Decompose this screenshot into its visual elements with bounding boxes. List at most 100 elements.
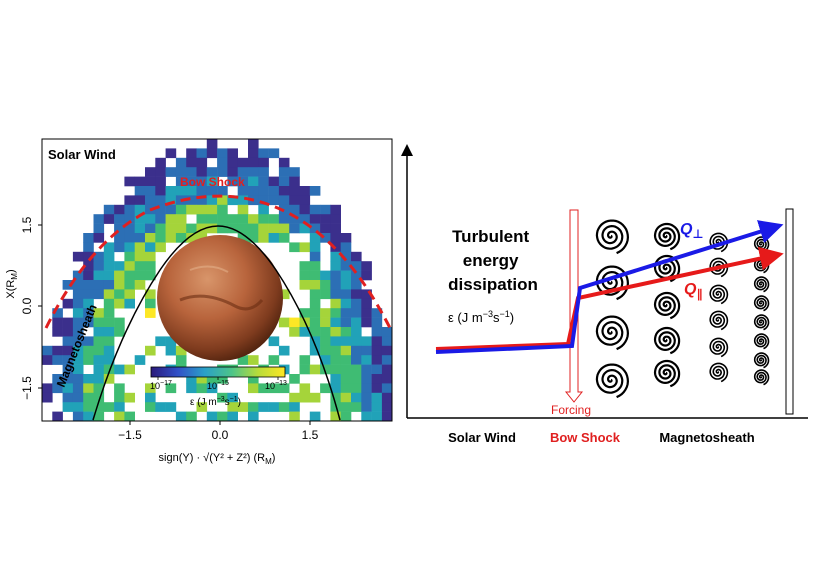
heatmap-cell [248, 186, 259, 196]
heatmap-cell [134, 280, 146, 290]
heatmap-cell [93, 251, 105, 262]
heatmap-cell [196, 374, 208, 384]
heatmap-cell [330, 411, 341, 422]
heatmap-cell [248, 383, 259, 394]
heatmap-cell [227, 148, 238, 159]
heatmap-cell [83, 336, 94, 347]
heatmap-cell [381, 336, 393, 347]
heatmap-cell [340, 364, 352, 375]
heatmap-cell [42, 383, 53, 394]
heatmap-cell [165, 186, 177, 196]
mars-surface-feature [189, 265, 229, 273]
heatmap-cell [371, 402, 383, 412]
heatmap-cell [330, 308, 341, 318]
heatmap-cell [309, 327, 321, 337]
heatmap-cell [83, 345, 94, 356]
heatmap-cell [42, 355, 53, 365]
heatmap-cell [72, 270, 84, 281]
heatmap-cell [217, 186, 228, 196]
heatmap-cell [134, 270, 146, 281]
heatmap-cell [145, 392, 156, 403]
heatmap-cell [196, 402, 208, 412]
heatmap-cell [145, 298, 156, 309]
heatmap-cell [351, 261, 362, 271]
heatmap-cell [351, 402, 362, 412]
heatmap-cell [196, 167, 208, 177]
heatmap-cell [165, 204, 177, 215]
heatmap-cell [83, 392, 94, 403]
heatmap-cell [299, 270, 311, 281]
heatmap-cell [361, 345, 372, 356]
heatmap-cell [330, 251, 341, 262]
heatmap-cell [93, 383, 105, 394]
heatmap-cell [206, 176, 218, 187]
heatmap-cell [299, 355, 311, 365]
heatmap-cell [248, 411, 259, 422]
heatmap-cell [278, 233, 290, 243]
heatmap-cell [103, 242, 115, 253]
heatmap-cell [72, 251, 84, 262]
x-axis-tick-marks [129, 421, 311, 425]
heatmap-cell [165, 336, 177, 347]
heatmap-cell [320, 233, 331, 243]
heatmap-cell [206, 411, 218, 422]
heatmap-cell [340, 261, 352, 271]
colorbar [150, 366, 286, 378]
heatmap-cell [320, 327, 331, 337]
heatmap-cell [227, 167, 238, 177]
heatmap-cell [361, 355, 372, 365]
heatmap-cell [268, 195, 280, 206]
heatmap-cell [361, 289, 372, 300]
heatmap-cell [237, 167, 249, 177]
heatmap-cell [227, 214, 238, 224]
heatmap-cell [351, 383, 362, 394]
heatmap-cell [217, 167, 228, 177]
heatmap-cell [237, 186, 249, 196]
eddy-spiral-icon [595, 315, 630, 351]
heatmap-cell [340, 411, 352, 422]
turbulent-eddies [595, 219, 770, 399]
heatmap-cell [165, 345, 177, 356]
heatmap-cell [217, 223, 228, 234]
heatmap-cell [155, 402, 166, 412]
heatmap-cell [258, 233, 269, 243]
heatmap-cell [340, 345, 352, 356]
heatmap-cell [330, 280, 341, 290]
heatmap-cell [145, 186, 156, 196]
heatmap-cell [330, 392, 341, 403]
heatmap-cell [196, 383, 208, 394]
heatmap-cell [124, 242, 135, 253]
heatmap-cell [248, 355, 259, 365]
heatmap-cell [42, 345, 53, 356]
heatmap-cell [72, 280, 84, 290]
heatmap-cell [83, 270, 94, 281]
heatmap-cell [186, 411, 197, 422]
heatmap-cell [299, 364, 311, 375]
heatmap-cell [175, 204, 187, 215]
heatmap-cell [103, 261, 115, 271]
heatmap-cell [320, 214, 331, 224]
heatmap-cell [371, 345, 383, 356]
heatmap-cell [309, 204, 321, 215]
heatmap-cell [320, 364, 331, 375]
heatmap-cell [114, 280, 125, 290]
heatmap-cell [196, 195, 208, 206]
y-tick-label: 1.5 [20, 216, 34, 233]
heatmap-cell [371, 317, 383, 328]
eddy-spiral-icon [595, 219, 630, 255]
heatmap-cell [103, 402, 115, 412]
heatmap-cell [217, 214, 228, 224]
heatmap-cell [278, 157, 290, 168]
heatmap-cell [165, 167, 177, 177]
heatmap-cell [114, 317, 125, 328]
heatmap-cell [268, 355, 280, 365]
heatmap-cell [320, 355, 331, 365]
heatmap-cell [114, 242, 125, 253]
heatmap-cell [134, 214, 146, 224]
heatmap-cell [155, 242, 166, 253]
heatmap-cell [124, 392, 135, 403]
heatmap-cell [330, 364, 341, 375]
q-parallel-arrow [435, 246, 784, 351]
heatmap-cell [361, 317, 372, 328]
heatmap-cell [299, 195, 311, 206]
